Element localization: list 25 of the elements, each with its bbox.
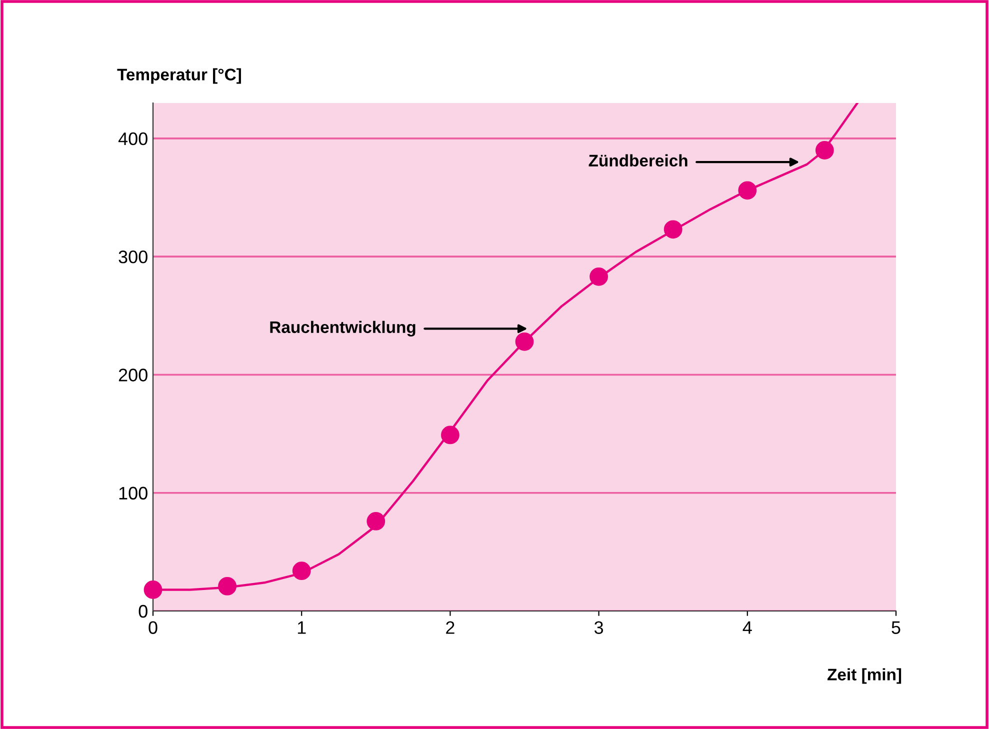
y-tick-label: 300 [118, 250, 148, 264]
point [218, 576, 236, 596]
x-tick-label: 0 [148, 621, 158, 634]
point [366, 512, 386, 530]
y-axis-title: Temperatur [°C] [117, 68, 241, 84]
point [738, 181, 757, 200]
y-tick-label: 400 [118, 132, 148, 146]
point [664, 220, 682, 239]
x-tick-label: 4 [742, 621, 752, 634]
point [144, 580, 162, 599]
point [815, 141, 834, 160]
y-tick-label: 200 [118, 368, 148, 382]
point [590, 267, 608, 286]
x-tick-label: 2 [446, 621, 454, 634]
x-axis-title: Zeit [min] [828, 668, 902, 684]
x-tick-label: 1 [298, 621, 306, 634]
annotation: Zündbereich [588, 154, 688, 167]
y-tick-label: 0 [138, 604, 148, 618]
y-tick-label: 100 [119, 486, 148, 500]
annotation: Rauchentwicklung [270, 320, 416, 336]
point [441, 426, 460, 444]
point [292, 562, 311, 580]
point [515, 332, 534, 351]
x-tick-label: 5 [892, 621, 900, 634]
x-tick-label: 3 [594, 621, 604, 634]
